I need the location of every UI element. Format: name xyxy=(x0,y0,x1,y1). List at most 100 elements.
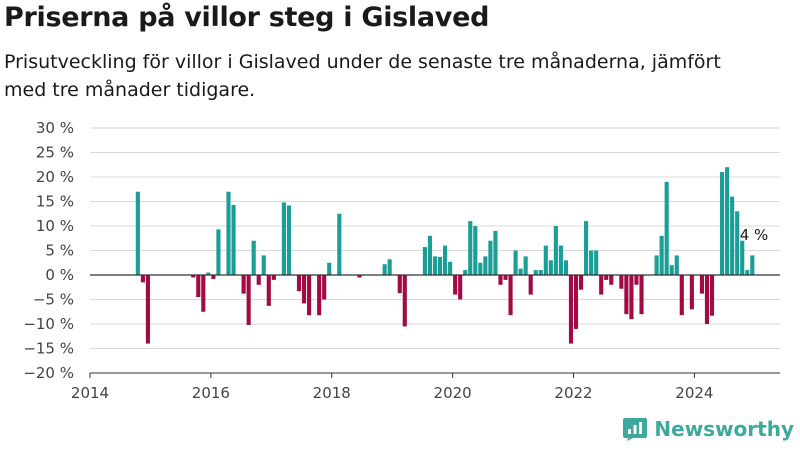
bar xyxy=(206,272,211,275)
axes xyxy=(89,274,780,378)
bar xyxy=(619,275,624,289)
bar xyxy=(453,275,458,295)
bar xyxy=(594,250,599,275)
y-tick-label: 25 % xyxy=(36,144,74,162)
bar xyxy=(578,275,584,290)
x-tick-label: 2014 xyxy=(71,384,109,402)
bar xyxy=(513,250,518,275)
bar xyxy=(422,247,427,275)
bar xyxy=(271,275,276,280)
bar xyxy=(745,270,750,275)
bar xyxy=(266,275,271,306)
bar xyxy=(740,240,745,275)
bar xyxy=(528,275,533,295)
y-tick-label: 10 % xyxy=(36,217,74,235)
x-tick-label: 2016 xyxy=(192,384,230,402)
bar xyxy=(241,275,246,294)
x-tick-label: 2018 xyxy=(313,384,351,402)
bar xyxy=(573,275,579,329)
bar xyxy=(654,255,659,275)
bar xyxy=(448,261,453,275)
bar xyxy=(468,221,473,275)
brand: Newsworthy xyxy=(622,416,794,442)
bar xyxy=(709,275,715,316)
newsworthy-logo-icon xyxy=(623,418,648,441)
bar xyxy=(140,275,145,283)
bar xyxy=(483,256,488,275)
y-tick-label: −15 % xyxy=(23,340,74,358)
bar xyxy=(750,255,755,275)
x-tick-label: 2022 xyxy=(554,384,592,402)
bar xyxy=(538,270,543,275)
bar xyxy=(730,196,735,275)
bar xyxy=(503,275,508,280)
bar xyxy=(231,204,236,275)
bar xyxy=(317,275,322,316)
bar xyxy=(543,245,548,275)
bar xyxy=(639,275,644,315)
bar xyxy=(584,221,589,275)
bar xyxy=(553,226,558,275)
latest-value-label: 4 % xyxy=(740,226,769,244)
bar xyxy=(664,181,669,275)
y-tick-label: 30 % xyxy=(36,119,74,137)
bar xyxy=(599,275,604,295)
bar xyxy=(397,275,402,294)
brand-name: Newsworthy xyxy=(654,417,794,441)
bar xyxy=(548,260,553,275)
bar xyxy=(458,275,463,300)
y-tick-label: 0 % xyxy=(45,266,74,284)
bar xyxy=(568,275,574,344)
bar xyxy=(357,275,362,278)
bar xyxy=(443,245,448,275)
bar xyxy=(402,275,407,327)
bar xyxy=(473,226,478,275)
bar xyxy=(563,260,569,275)
bar xyxy=(704,275,710,324)
bar xyxy=(463,270,468,275)
bar xyxy=(589,250,594,275)
bar xyxy=(720,172,725,275)
bar xyxy=(296,275,302,292)
bar xyxy=(669,265,674,275)
bar xyxy=(337,213,342,275)
bar xyxy=(387,259,392,275)
bar xyxy=(659,235,664,275)
bar xyxy=(216,229,221,275)
bar xyxy=(508,275,513,316)
bar xyxy=(226,191,231,275)
bar xyxy=(211,275,216,279)
bar xyxy=(196,275,201,298)
bar xyxy=(301,275,307,304)
bar xyxy=(498,275,503,285)
chart-subtitle: Prisutveckling för villor i Gislaved und… xyxy=(4,51,721,101)
bar xyxy=(286,205,292,275)
bar xyxy=(427,235,433,275)
bar xyxy=(679,275,684,316)
bar xyxy=(533,270,538,275)
bar xyxy=(634,275,639,285)
bar xyxy=(488,240,493,275)
y-tick-label: 5 % xyxy=(45,242,74,260)
bar xyxy=(699,275,704,294)
bar xyxy=(558,245,563,275)
bar xyxy=(307,275,312,316)
bar xyxy=(246,275,251,325)
bar xyxy=(322,275,327,300)
bar xyxy=(735,211,740,275)
bar xyxy=(201,275,206,312)
y-tick-label: −10 % xyxy=(23,315,74,333)
bar xyxy=(674,255,679,275)
chart-title: Priserna på villor steg i Gislaved xyxy=(4,2,490,33)
bar xyxy=(135,191,140,275)
bar xyxy=(281,202,286,275)
y-tick-label: −20 % xyxy=(23,364,74,382)
bar xyxy=(382,264,387,275)
bar xyxy=(629,275,634,320)
bar xyxy=(145,275,150,344)
bar xyxy=(478,262,483,275)
bar xyxy=(493,230,498,275)
y-tick-label: −5 % xyxy=(33,291,74,309)
bar xyxy=(256,275,261,285)
